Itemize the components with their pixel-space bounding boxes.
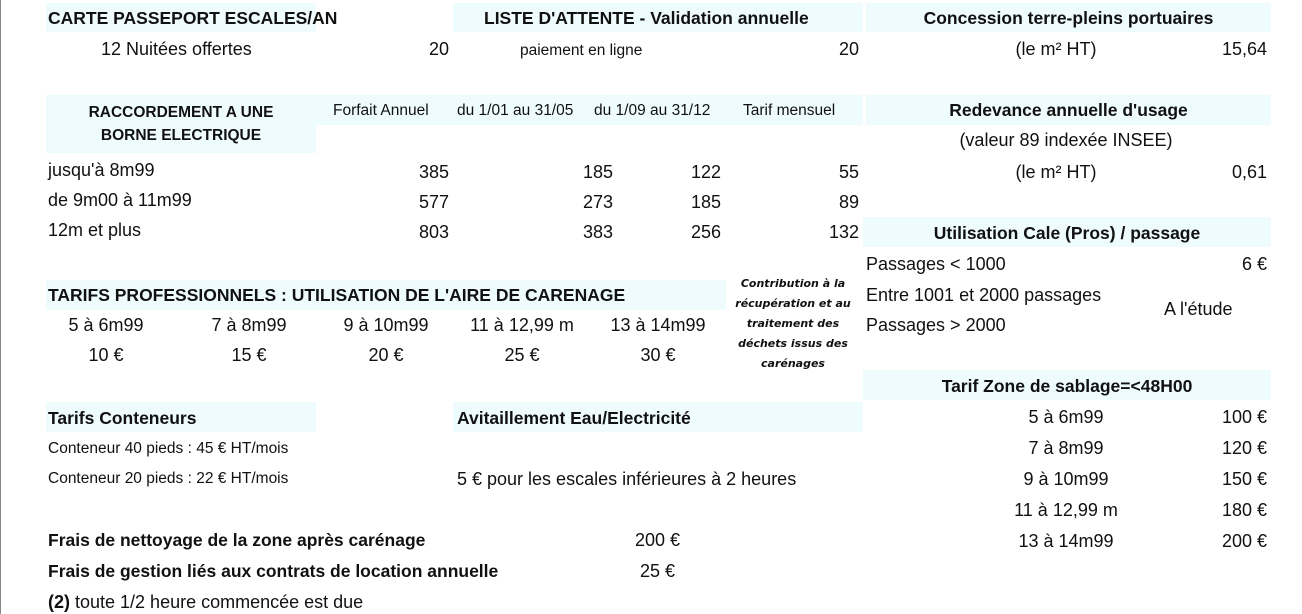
frais-value: 200 € (635, 530, 681, 550)
footnote-text: toute 1/2 heure commencée est due (70, 592, 364, 612)
carenage-price: 10 € (88, 345, 124, 365)
band (46, 280, 726, 310)
sablage-title: Tarif Zone de sablage=<48H00 (941, 376, 1193, 396)
passeport-value: 20 (428, 39, 449, 59)
row-value: 273 (582, 192, 613, 212)
sablage-price: 150 € (1221, 469, 1267, 489)
note-line: récupération et au (735, 297, 851, 310)
note-line: déchets issus des (738, 337, 848, 350)
sablage-size: 13 à 14m99 (1018, 531, 1114, 551)
carenage-size: 7 à 8m99 (211, 315, 287, 335)
row-value: 385 (418, 162, 449, 182)
sablage-size: 7 à 8m99 (1028, 438, 1104, 458)
carenage-size: 11 à 12,99 m (470, 315, 574, 335)
carenage-title: TARIFS PROFESSIONNELS : UTILISATION DE L… (48, 285, 626, 305)
band (453, 3, 863, 32)
sablage-price: 100 € (1221, 407, 1267, 427)
row-label: de 9m00 à 11m99 (48, 190, 192, 210)
row-value: 383 (582, 222, 613, 242)
band (866, 95, 1271, 125)
redevance-label: (le m² HT) (1015, 162, 1097, 182)
note-line: carénages (761, 357, 825, 370)
column-header: du 1/01 au 31/05 (457, 102, 574, 119)
sablage-size: 9 à 10m99 (1023, 469, 1109, 489)
avitaillement-text: 5 € pour les escales inférieures à 2 heu… (457, 469, 797, 489)
band (863, 217, 1271, 247)
row-value: 577 (418, 192, 449, 212)
frais-label: Frais de nettoyage de la zone après caré… (48, 530, 426, 550)
footnote: (2) toute 1/2 heure commencée est due (48, 591, 363, 613)
band (46, 3, 316, 32)
column-header: Tarif mensuel (743, 102, 836, 119)
row-value: 89 (838, 192, 859, 212)
attente-value: 20 (838, 39, 859, 59)
redevance-value: 0,61 (1231, 162, 1267, 182)
carenage-size: 9 à 10m99 (343, 315, 429, 335)
row-value: 256 (690, 222, 721, 242)
column-header: Forfait Annuel (333, 102, 429, 119)
carenage-note: Contribution à la récupération et au tra… (728, 274, 858, 374)
note-line: Contribution à la (740, 277, 846, 290)
carenage-size: 5 à 6m99 (68, 315, 144, 335)
redevance-title: Redevance annuelle d'usage (949, 100, 1188, 120)
carenage-size: 13 à 14m99 (610, 315, 706, 335)
sablage-price: 120 € (1221, 438, 1267, 458)
cale-row: Entre 1001 et 2000 passages (866, 285, 1102, 305)
row-value: 803 (418, 222, 449, 242)
sablage-price: 200 € (1221, 531, 1267, 551)
raccordement-title-2: BORNE ELECTRIQUE (100, 127, 262, 144)
carenage-price: 15 € (231, 345, 267, 365)
row-value: 122 (690, 162, 721, 182)
row-value: 55 (838, 162, 859, 182)
band (316, 95, 863, 125)
passeport-label: 12 Nuitées offertes (101, 39, 252, 59)
attente-label: paiement en ligne (520, 42, 643, 59)
attente-title: LISTE D'ATTENTE - Validation annuelle (484, 8, 809, 28)
row-value: 132 (828, 222, 859, 242)
footnote-mark: (2) (48, 592, 70, 612)
cale-row: Passages < 1000 (866, 254, 1006, 274)
sablage-size: 5 à 6m99 (1028, 407, 1104, 427)
row-label: jusqu'à 8m99 (48, 160, 155, 180)
conteneur-row: Conteneur 40 pieds : 45 € HT/mois (48, 440, 289, 457)
sablage-size: 11 à 12,99 m (1014, 500, 1118, 520)
band (863, 370, 1271, 400)
carenage-price: 30 € (640, 345, 676, 365)
cale-row: Passages > 2000 (866, 315, 1006, 335)
band (46, 95, 316, 153)
avitaillement-title: Avitaillement Eau/Electricité (457, 408, 691, 428)
passeport-title: CARTE PASSEPORT ESCALES/AN (48, 8, 338, 28)
carenage-price: 20 € (368, 345, 404, 365)
cale-title: Utilisation Cale (Pros) / passage (933, 223, 1201, 243)
row-label: 12m et plus (48, 220, 142, 240)
concession-label: (le m² HT) (1015, 39, 1097, 59)
concession-value: 15,64 (1221, 39, 1267, 59)
conteneur-row: Conteneur 20 pieds : 22 € HT/mois (48, 470, 289, 487)
note-line: traitement des (746, 317, 840, 330)
frais-label: Frais de gestion liés aux contrats de lo… (48, 561, 499, 581)
row-value: 185 (582, 162, 613, 182)
carenage-price: 25 € (504, 345, 540, 365)
column-header: du 1/09 au 31/12 (594, 102, 711, 119)
raccordement-title-1: RACCORDEMENT A UNE (88, 104, 274, 121)
concession-title: Concession terre-pleins portuaires (923, 8, 1214, 28)
cale-value: 6 € (1241, 254, 1267, 274)
sablage-price: 180 € (1221, 500, 1267, 520)
frais-value: 25 € (640, 561, 676, 581)
row-value: 185 (690, 192, 721, 212)
band (453, 402, 863, 432)
conteneurs-title: Tarifs Conteneurs (48, 408, 197, 428)
redevance-subtitle: (valeur 89 indexée INSEE) (959, 130, 1173, 150)
band (46, 402, 316, 432)
cale-study: A l'étude (1164, 299, 1233, 319)
band (866, 3, 1271, 32)
